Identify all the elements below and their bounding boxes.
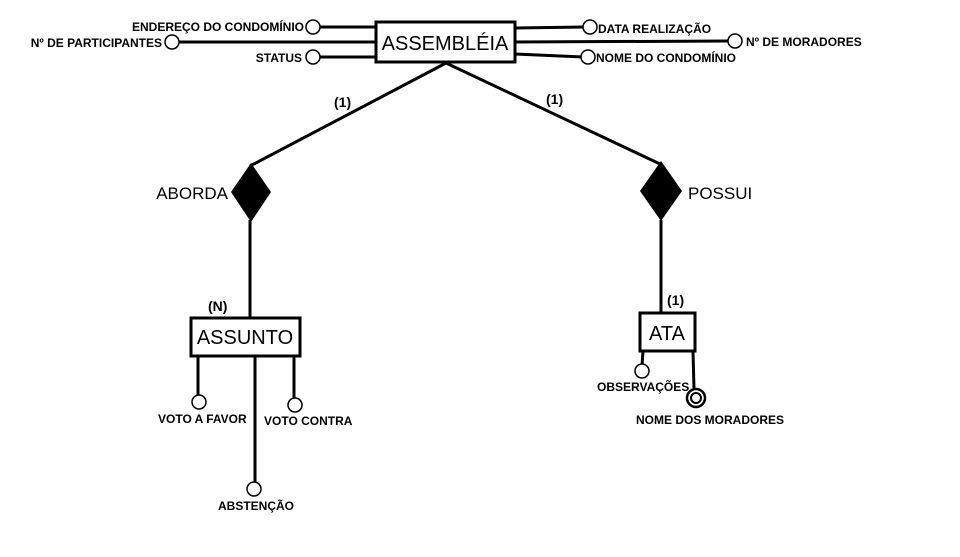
line-assembleia-aborda: [249, 61, 447, 168]
attr-participantes-label: Nº DE PARTICIPANTES: [31, 36, 162, 50]
attr-moradores-label: Nº DE MORADORES: [746, 35, 862, 49]
attr-data-realizacao-label: DATA REALIZAÇÃO: [598, 21, 711, 36]
entity-assunto-label: ASSUNTO: [197, 327, 293, 349]
attr-abstencao-label: ABSTENÇÃO: [218, 498, 294, 513]
attr-voto-favor-label: VOTO A FAVOR: [158, 412, 247, 426]
relationship-aborda-label: ABORDA: [156, 184, 228, 203]
attr-voto-contra-label: VOTO CONTRA: [264, 414, 353, 428]
line-nome-moradores: [691, 350, 696, 390]
attr-moradores-circle: [727, 33, 743, 49]
line-nome-condominio: [514, 52, 584, 59]
attr-status-label: STATUS: [256, 51, 302, 65]
cardinality-assembleia-possui: (1): [546, 91, 563, 107]
cardinality-assembleia-aborda: (1): [334, 94, 351, 110]
entity-assunto: ASSUNTO: [189, 316, 302, 358]
attr-nome-moradores-label: NOME DOS MORADORES: [636, 413, 784, 427]
line-assembleia-possui: [445, 61, 661, 166]
attr-abstencao-circle: [246, 481, 262, 497]
relationship-aborda-diamond: [231, 163, 271, 222]
attr-nome-condominio-label: NOME DO CONDOMÍNIO: [596, 50, 736, 65]
relationship-possui-label: POSSUI: [688, 184, 752, 203]
attr-endereco-label: ENDEREÇO DO CONDOMÍNIO: [132, 19, 304, 34]
attr-nome-condominio-circle: [580, 49, 596, 65]
attr-data-realizacao-circle: [582, 19, 598, 35]
cardinality-aborda-assunto: (N): [208, 298, 227, 314]
attr-observacoes-circle: [634, 363, 650, 379]
entity-assembleia: ASSEMBLÉIA: [374, 20, 517, 64]
entity-assembleia-label: ASSEMBLÉIA: [382, 32, 509, 55]
attr-status-circle: [305, 49, 321, 65]
cardinality-possui-ata: (1): [667, 292, 684, 308]
attr-endereco-circle: [305, 19, 321, 35]
attr-voto-favor-circle: [191, 394, 207, 410]
attr-voto-contra-circle: [287, 397, 303, 413]
attr-observacoes-label: OBSERVAÇÕES: [597, 379, 689, 394]
entity-ata: ATA: [638, 311, 697, 353]
attr-nome-moradores-key-circle: [685, 387, 707, 409]
attr-participantes-circle: [164, 34, 180, 50]
relationship-possui-diamond: [640, 161, 682, 221]
line-data-realizacao: [514, 25, 586, 30]
line-moradores: [514, 39, 731, 44]
entity-ata-label: ATA: [649, 323, 686, 345]
